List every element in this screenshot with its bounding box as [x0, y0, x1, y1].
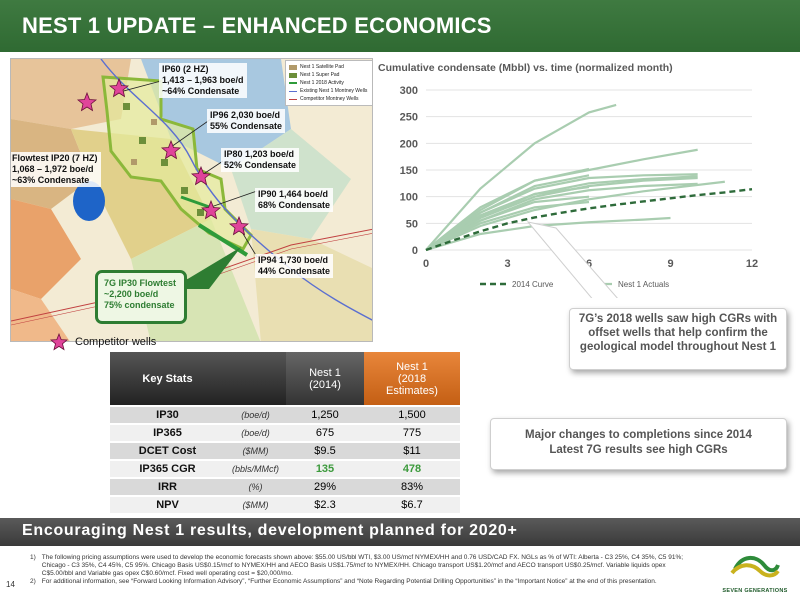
flowtest-callout-box: 7G IP30 Flowtest ~2,200 boe/d 75% conden… — [95, 270, 187, 324]
table-row: DCET Cost ($MM) $9.5 $11 — [110, 442, 460, 461]
y-tick-label: 50 — [406, 218, 418, 230]
series-line-nest1-actuals — [425, 103, 617, 251]
x-tick-label: 6 — [586, 258, 592, 270]
legend-label-2014-curve: 2014 Curve — [512, 280, 554, 289]
summary-bar: Encouraging Nest 1 results, development … — [0, 518, 800, 546]
page-number: 14 — [6, 580, 15, 589]
chart-title: Cumulative condensate (Mbbl) vs. time (n… — [378, 62, 673, 74]
header-units — [225, 352, 286, 407]
company-logo: SEVEN GENERATIONS — [718, 551, 792, 597]
series-line-nest1-actuals — [425, 175, 698, 251]
x-tick-label: 3 — [504, 258, 510, 270]
table-row: NPV ($MM) $2.3 $6.7 — [110, 496, 460, 515]
title-banner: NEST 1 UPDATE – ENHANCED ECONOMICS — [0, 0, 800, 52]
completions-note-box: Major changes to completions since 2014 … — [490, 418, 787, 470]
key-stats-table: Key Stats Nest 1 (2014) Nest 1 (2018 Estima… — [110, 352, 460, 515]
footnotes: 1) The following pricing assumptions were… — [30, 554, 696, 586]
footnote: 1) The following pricing assumptions were… — [30, 554, 684, 577]
table-row: IP365 CGR (bbls/MMcf) 135 478 — [110, 460, 460, 479]
legend-item: Existing Nest 1 Montney Wells — [289, 87, 369, 95]
callout-flowtest-ip20: Flowtest IP20 (7 HZ) 1,068 – 1,972 boe/d ~… — [11, 152, 101, 187]
y-tick-label: 150 — [400, 165, 418, 177]
cgr-note-box: 7G’s 2018 wells saw high CGRs with offse… — [569, 308, 787, 370]
callout-ip90: IP90 1,464 boe/d 68% Condensate — [255, 188, 334, 212]
chart-plot: 0 50 100 150 200 250 300 0 3 6 9 12 2014 Curve Nest 1… — [400, 85, 758, 298]
map-legend: Nest 1 Satellite Pad Nest 1 Super Pad Ne… — [285, 60, 372, 106]
x-tick-label: 12 — [746, 258, 758, 270]
legend-item: Competitor Montney Wells — [289, 95, 369, 103]
summary-text: Encouraging Nest 1 results, development … — [22, 522, 518, 539]
series-line-nest1-actuals — [425, 174, 590, 251]
table-row: IP365 (boe/d) 675 775 — [110, 424, 460, 443]
header-nest1-2014: Nest 1 (2014) — [286, 352, 364, 407]
competitor-wells-label: Competitor wells — [75, 336, 157, 348]
y-tick-label: 0 — [412, 245, 418, 257]
series-line-nest1-actuals — [425, 216, 671, 252]
series-line-nest1-actuals — [425, 180, 725, 252]
legend-item: Nest 1 Super Pad — [289, 71, 369, 79]
competitor-wells-legend: Competitor wells — [50, 333, 156, 351]
nest1-map: IP60 (2 HZ) 1,413 – 1,963 boe/d ~64% Conde… — [10, 58, 373, 342]
seven-generations-logo-icon — [730, 556, 780, 578]
callout-ip96: IP96 2,030 boe/d 55% Condensate — [207, 109, 286, 133]
x-tick-label: 0 — [423, 258, 429, 270]
legend-label-nest1-actuals: Nest 1 Actuals — [618, 280, 669, 289]
header-key-stats: Key Stats — [110, 352, 225, 407]
y-tick-label: 100 — [400, 192, 418, 204]
legend-item: Nest 1 2018 Activity — [289, 79, 369, 87]
table-header-row: Key Stats Nest 1 (2014) Nest 1 (2018 Estima… — [110, 352, 460, 407]
table-row: IRR (%) 29% 83% — [110, 478, 460, 497]
footnote: 2) For additional information, see “Forwa… — [30, 578, 657, 585]
y-tick-label: 200 — [400, 138, 418, 150]
header-nest1-2018: Nest 1 (2018 Estimates) — [364, 352, 460, 407]
legend-item: Nest 1 Satellite Pad — [289, 63, 369, 71]
y-tick-label: 300 — [400, 85, 418, 97]
star-icon — [50, 333, 68, 351]
series-line-nest1-actuals — [425, 185, 590, 251]
callout-ip60: IP60 (2 HZ) 1,413 – 1,963 boe/d ~64% Conde… — [159, 63, 247, 98]
series-line-nest1-actuals — [425, 195, 590, 251]
note-pointer — [526, 221, 618, 298]
table-row: IP30 (boe/d) 1,250 1,500 — [110, 406, 460, 425]
callout-ip80: IP80 1,203 boe/d 52% Condensate — [221, 148, 300, 172]
y-tick-label: 250 — [400, 112, 418, 124]
callout-ip94: IP94 1,730 boe/d 44% Condensate — [255, 254, 334, 278]
page-title: NEST 1 UPDATE – ENHANCED ECONOMICS — [22, 13, 492, 38]
condensate-chart: Cumulative condensate (Mbbl) vs. time (n… — [378, 62, 788, 298]
x-tick-label: 9 — [667, 258, 673, 270]
